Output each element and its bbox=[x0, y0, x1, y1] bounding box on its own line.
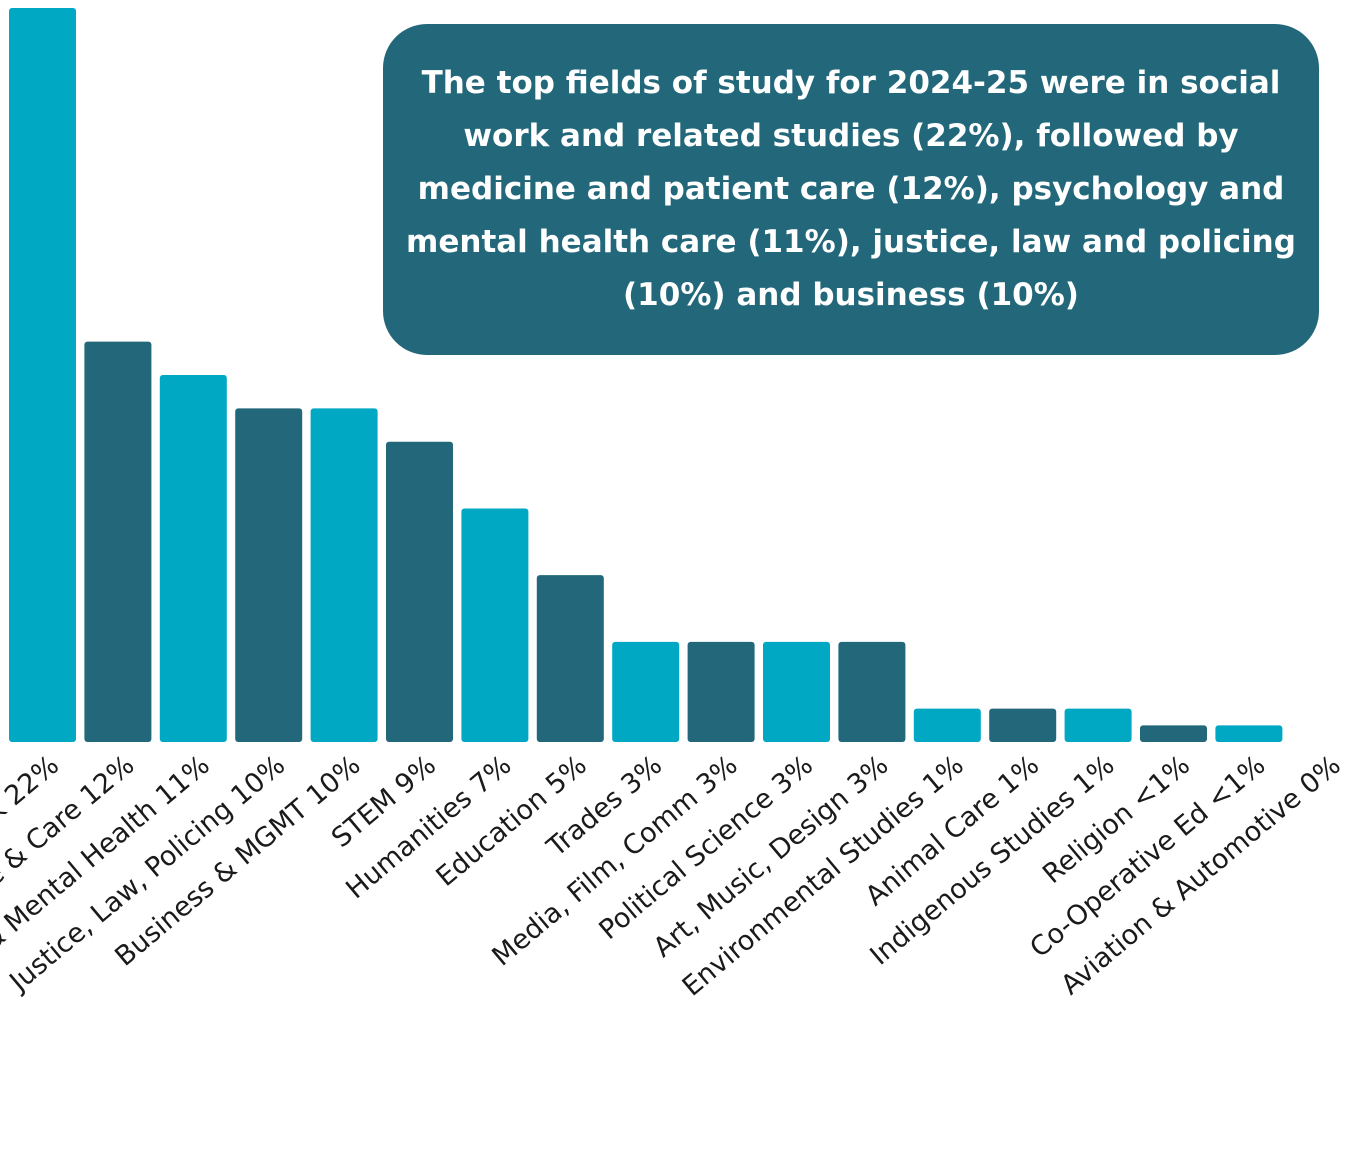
bar-4 bbox=[310, 408, 378, 742]
summary-callout: The top fields of study for 2024-25 were… bbox=[383, 24, 1319, 355]
bar-8 bbox=[612, 641, 680, 742]
bar-10 bbox=[763, 641, 830, 742]
bar-15 bbox=[1140, 725, 1207, 742]
bar-2 bbox=[159, 375, 227, 742]
bars-group bbox=[9, 8, 1283, 742]
bar-13 bbox=[989, 708, 1057, 742]
bar-1 bbox=[84, 341, 152, 742]
bar-7 bbox=[536, 575, 604, 742]
bar-0 bbox=[9, 8, 76, 742]
summary-callout-text: The top fields of study for 2024-25 were… bbox=[406, 65, 1296, 313]
bar-9 bbox=[687, 641, 755, 742]
bar-16 bbox=[1215, 725, 1283, 742]
bar-11 bbox=[838, 641, 906, 742]
tick-labels-group: Social Work 22%Medicine & Care 12%Psycho… bbox=[0, 750, 1347, 1061]
bar-6 bbox=[461, 508, 529, 742]
bar-5 bbox=[386, 441, 453, 742]
bar-3 bbox=[235, 408, 303, 742]
bar-14 bbox=[1064, 708, 1132, 742]
bar-12 bbox=[913, 708, 981, 742]
